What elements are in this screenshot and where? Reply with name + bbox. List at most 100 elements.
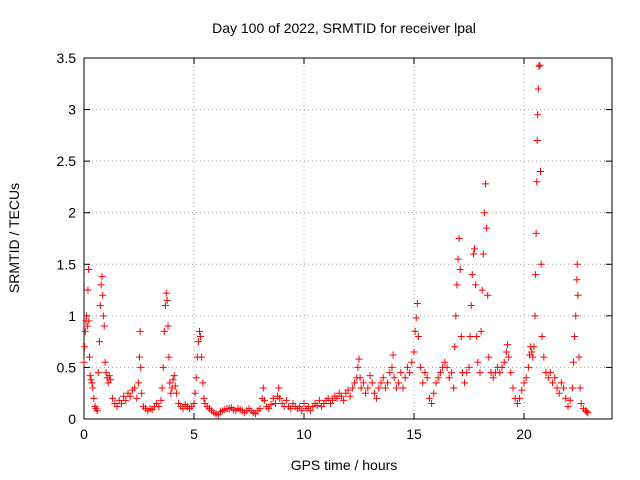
y-tick-label: 3.5: [57, 50, 77, 66]
data-point: [271, 400, 279, 408]
data-point: [484, 291, 492, 299]
data-point: [137, 363, 145, 371]
x-tick-label: 5: [190, 426, 198, 442]
data-point: [131, 384, 139, 392]
data-point: [533, 178, 541, 186]
data-point: [468, 271, 476, 279]
data-point: [504, 341, 511, 349]
data-point: [81, 343, 89, 351]
data-point: [392, 384, 400, 392]
data-point: [313, 402, 321, 410]
data-point: [384, 379, 392, 387]
data-point: [576, 384, 584, 392]
data-point: [434, 374, 442, 382]
data-point: [368, 379, 376, 387]
data-point: [356, 374, 364, 382]
data-point: [138, 389, 146, 397]
data-point: [447, 369, 455, 377]
data-point: [538, 332, 546, 340]
data-point: [571, 332, 579, 340]
data-point: [81, 327, 89, 335]
chart-title: Day 100 of 2022, SRMTID for receiver lpa…: [212, 20, 476, 36]
data-point: [379, 374, 387, 382]
data-point: [573, 260, 581, 268]
data-point: [106, 376, 114, 384]
data-point: [102, 369, 110, 377]
data-point: [469, 250, 477, 258]
data-point: [170, 372, 178, 380]
data-point: [389, 351, 397, 359]
data-point: [163, 296, 171, 304]
data-point: [260, 396, 268, 404]
data-point: [113, 403, 121, 411]
data-point: [549, 379, 557, 387]
data-point: [461, 379, 469, 387]
data-point: [530, 343, 538, 351]
data-point: [406, 369, 414, 377]
data-point: [120, 392, 128, 400]
data-point: [540, 353, 548, 361]
data-point: [93, 407, 101, 415]
data-point: [516, 394, 524, 402]
data-point: [276, 394, 284, 402]
data-point: [164, 322, 172, 330]
data-point: [573, 276, 581, 284]
data-point: [568, 384, 576, 392]
data-point: [443, 363, 451, 371]
data-point: [162, 289, 170, 297]
data-point: [337, 392, 345, 400]
data-point: [505, 353, 513, 361]
data-point: [296, 403, 304, 411]
data-point: [364, 384, 372, 392]
data-point: [101, 358, 109, 366]
data-point: [532, 229, 540, 237]
data-point: [428, 400, 436, 408]
data-point: [423, 374, 431, 382]
data-point: [536, 61, 544, 69]
data-point: [419, 379, 427, 387]
data-point: [498, 363, 506, 371]
data-point: [534, 85, 542, 93]
data-point: [531, 271, 539, 279]
data-point: [551, 374, 559, 382]
y-tick-label: 2.5: [57, 153, 77, 169]
data-point: [553, 384, 561, 392]
data-point: [522, 374, 530, 382]
data-point: [89, 384, 97, 392]
data-point: [425, 394, 433, 402]
data-point: [509, 384, 517, 392]
data-point: [370, 389, 378, 397]
data-point: [454, 255, 462, 263]
data-point: [194, 338, 202, 346]
data-point: [436, 369, 444, 377]
data-point: [412, 314, 420, 322]
data-point: [136, 327, 144, 335]
data-point: [570, 358, 577, 366]
data-point: [86, 353, 93, 361]
data-point: [455, 235, 463, 242]
data-point: [520, 379, 528, 387]
data-point: [373, 394, 381, 402]
data-point: [401, 374, 409, 382]
data-point: [507, 369, 515, 377]
data-point: [344, 386, 352, 394]
data-point: [351, 379, 359, 387]
data-point: [529, 353, 537, 361]
data-point: [474, 358, 482, 366]
y-tick-labels: 0 0.5 1 1.5 2 2.5 3 3.5: [57, 50, 77, 427]
data-point: [346, 392, 354, 400]
data-point: [99, 291, 107, 299]
data-point: [572, 312, 580, 320]
data-point: [472, 281, 480, 289]
data-point: [430, 389, 438, 397]
data-point: [513, 400, 521, 408]
data-point: [531, 312, 539, 320]
data-point: [537, 167, 544, 175]
data-point: [388, 363, 396, 371]
data-point: [518, 386, 526, 394]
data-point: [362, 389, 370, 397]
data-point: [169, 376, 177, 384]
data-point: [259, 384, 267, 392]
data-point: [413, 299, 421, 307]
data-point: [298, 407, 306, 415]
